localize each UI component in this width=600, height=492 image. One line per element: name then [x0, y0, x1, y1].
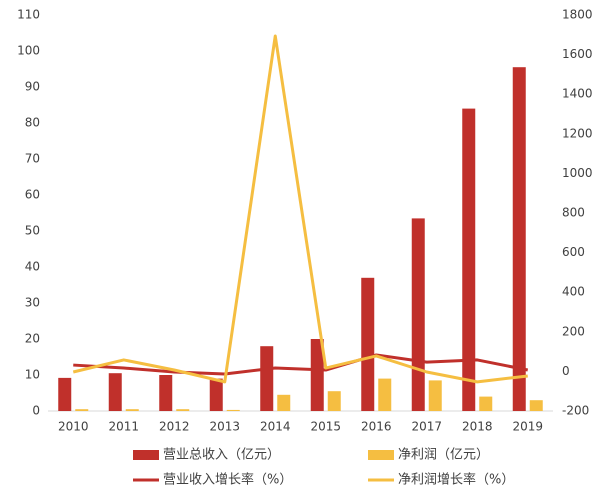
bar — [529, 400, 543, 411]
x-tick-label: 2015 — [310, 420, 341, 434]
bar — [462, 108, 476, 411]
y-tick-label: 80 — [25, 116, 40, 130]
x-tick-label: 2010 — [58, 420, 89, 434]
y2-tick-label: 800 — [562, 206, 585, 220]
y-tick-label: 50 — [25, 224, 40, 238]
bar — [327, 391, 341, 411]
bar — [260, 346, 274, 411]
x-tick-label: 2012 — [159, 420, 190, 434]
y2-tick-label: 1000 — [562, 166, 593, 180]
y-tick-label: 90 — [25, 80, 40, 94]
y-tick-label: 30 — [25, 296, 40, 310]
y2-tick-label: 1200 — [562, 126, 593, 140]
y2-tick-label: 600 — [562, 245, 585, 259]
bar — [75, 409, 89, 411]
y2-tick-label: 200 — [562, 324, 585, 338]
legend-swatch — [368, 450, 394, 460]
x-tick-label: 2014 — [260, 420, 291, 434]
bar — [159, 375, 173, 411]
y2-tick-label: 1600 — [562, 47, 593, 61]
x-tick-label: 2018 — [462, 420, 493, 434]
bar — [277, 394, 291, 411]
line — [73, 353, 529, 376]
legend-label: 净利润（亿元） — [398, 448, 489, 463]
x-tick-label: 2019 — [512, 420, 543, 434]
bar — [125, 409, 139, 411]
bar — [310, 339, 324, 411]
y-tick-label: 20 — [25, 332, 40, 346]
bar — [479, 396, 493, 411]
x-tick-label: 2013 — [209, 420, 240, 434]
legend-label: 净利润增长率（%） — [398, 472, 514, 488]
bar — [378, 378, 392, 411]
y-tick-label: 100 — [17, 44, 40, 58]
y2-tick-label: -200 — [562, 404, 589, 418]
bar — [428, 380, 442, 411]
y2-tick-label: 0 — [562, 364, 570, 378]
legend-label: 营业总收入（亿元） — [163, 448, 280, 463]
y2-tick-label: 400 — [562, 285, 585, 299]
y-tick-label: 60 — [25, 188, 40, 202]
bar — [209, 378, 223, 411]
y2-tick-label: 1400 — [562, 87, 593, 101]
x-tick-label: 2016 — [361, 420, 392, 434]
bar — [176, 409, 190, 411]
bar — [512, 67, 526, 411]
y-tick-label: 70 — [25, 152, 40, 166]
bar — [226, 409, 240, 411]
bar — [108, 373, 122, 411]
legend-swatch — [133, 450, 159, 460]
bar — [58, 377, 72, 411]
x-tick-label: 2011 — [108, 420, 139, 434]
legend-label: 营业收入增长率（%） — [163, 472, 292, 488]
y2-tick-label: 1800 — [562, 8, 593, 22]
bar — [361, 277, 375, 411]
y-tick-label: 0 — [32, 404, 40, 418]
x-tick-label: 2017 — [411, 420, 442, 434]
line — [72, 34, 528, 384]
y-tick-label: 10 — [25, 368, 40, 382]
y-tick-label: 40 — [25, 260, 40, 274]
bar — [411, 218, 425, 411]
y-tick-label: 110 — [17, 8, 40, 22]
